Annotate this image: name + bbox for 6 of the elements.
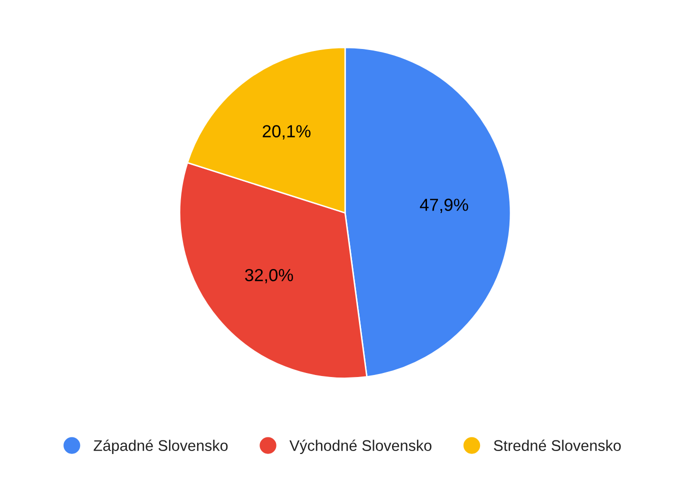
legend-label: Východné Slovensko: [289, 440, 432, 454]
data-label: 20,1%: [262, 125, 311, 140]
legend-label: Stredné Slovensko: [494, 440, 621, 452]
data-label: 32,0%: [245, 268, 294, 284]
legend-label: Západné Slovensko: [94, 440, 228, 454]
data-label: 47,9%: [420, 198, 468, 214]
